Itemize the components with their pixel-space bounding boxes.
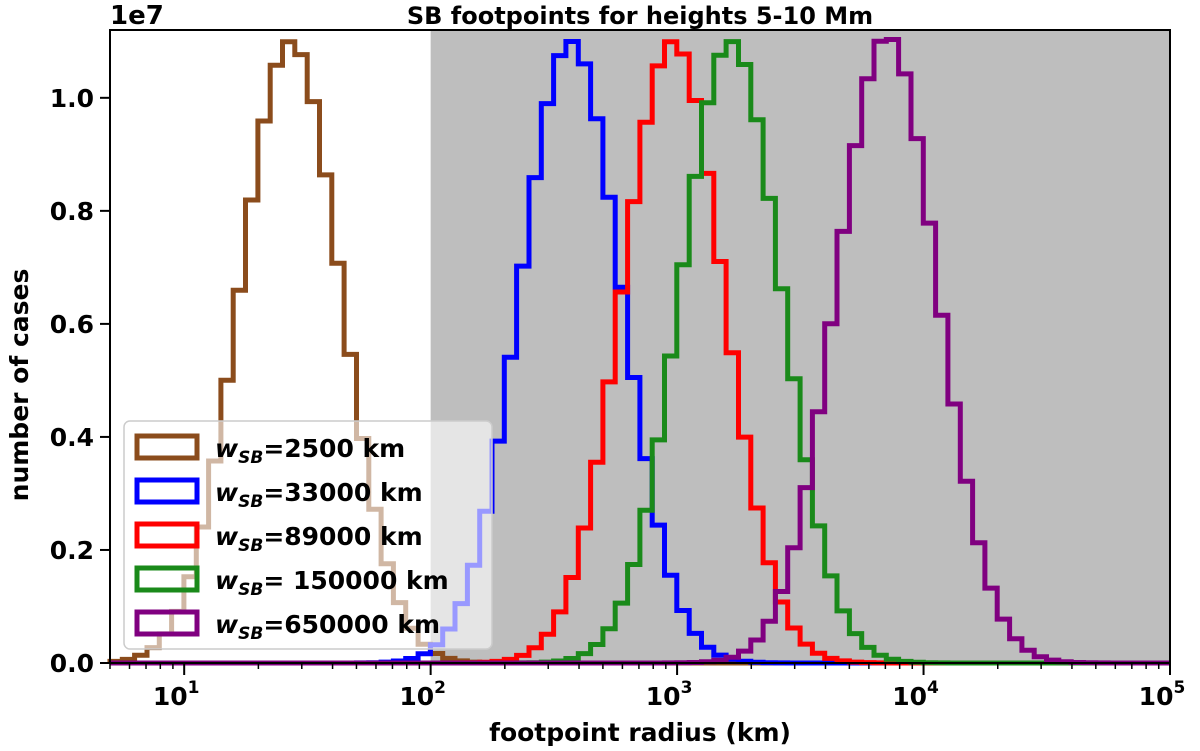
y-tick-label: 0.8 — [50, 197, 94, 226]
chart-title: SB footpoints for heights 5-10 Mm — [407, 2, 873, 30]
y-tick-label: 0.6 — [50, 310, 94, 339]
x-axis-label: footpoint radius (km) — [489, 718, 791, 747]
y-tick-label: 1.0 — [50, 84, 94, 113]
legend — [123, 420, 493, 650]
y-offset-label: 1e7 — [110, 1, 164, 31]
x-tick-label: 104 — [892, 678, 939, 711]
legend-label-5: wSB=650000 km — [215, 610, 440, 644]
legend-swatch-3 — [134, 521, 200, 549]
legend-label-2: wSB=33000 km — [215, 478, 423, 512]
legend-label-4: wSB= 150000 km — [215, 566, 449, 600]
legend-label-3: wSB=89000 km — [215, 522, 423, 556]
y-tick-label: 0.4 — [50, 423, 94, 452]
legend-swatch-1 — [134, 433, 200, 461]
x-tick-label: 102 — [399, 678, 446, 711]
y-tick-label: 0.2 — [50, 536, 94, 565]
y-axis-label: number of cases — [5, 269, 34, 502]
x-tick-label: 105 — [1139, 678, 1186, 711]
legend-swatch-5 — [134, 609, 200, 637]
x-tick-label: 103 — [646, 678, 693, 711]
legend-swatch-2 — [134, 477, 200, 505]
y-tick-label: 0.0 — [50, 649, 94, 678]
shaded-region — [430, 30, 1170, 663]
legend-label-1: wSB=2500 km — [215, 434, 405, 468]
plot-frame — [109, 29, 1171, 664]
legend-swatch-4 — [134, 565, 200, 593]
x-tick-label: 101 — [153, 678, 200, 711]
